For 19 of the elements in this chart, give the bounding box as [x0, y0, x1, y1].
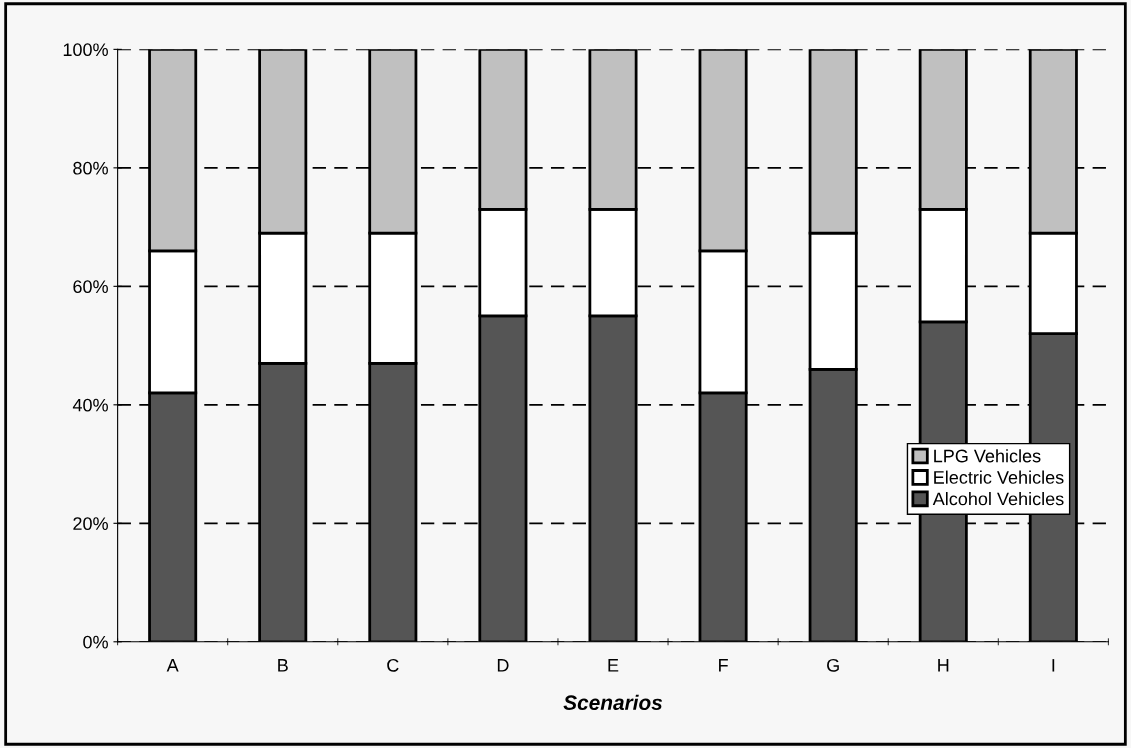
y-tick-label: 60% [73, 280, 108, 294]
x-tick-label: I [1052, 659, 1055, 672]
x-tick-label: E [608, 659, 619, 672]
x-tick-label: B [278, 659, 288, 672]
y-tick-label: 80% [73, 161, 108, 175]
y-tick-label: 0% [83, 635, 108, 649]
x-tick-label: C [387, 658, 399, 672]
x-tick-label: H [938, 659, 949, 672]
x-axis-title: Scenarios [563, 694, 663, 711]
x-tick-label: F [719, 659, 728, 672]
y-tick-label: 40% [72, 398, 108, 412]
y-tick-label: 100% [63, 43, 108, 57]
x-tick-label: A [166, 659, 179, 672]
legend-label: Alcohol Vehicles [932, 492, 1064, 506]
y-tick-label: 20% [73, 517, 108, 531]
legend-label: LPG Vehicles [934, 449, 1041, 463]
x-tick-label: G [827, 658, 839, 672]
x-tick-label: D [497, 659, 509, 672]
legend-label: Electric Vehicles [934, 470, 1064, 484]
